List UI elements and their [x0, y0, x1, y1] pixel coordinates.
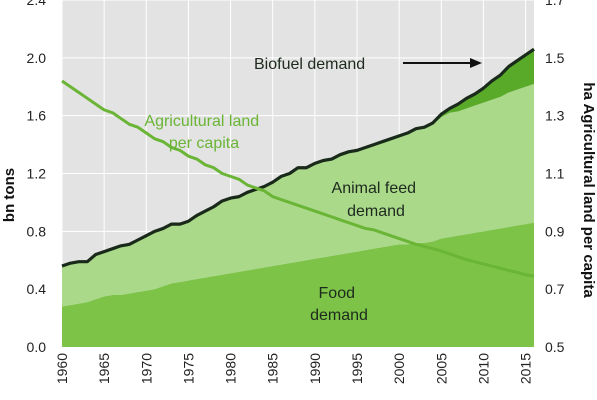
y-right-tick-label: 1.7 [545, 0, 565, 8]
x-tick-label: 1990 [307, 353, 323, 384]
y-left-tick-label: 0.0 [27, 339, 47, 355]
x-tick-label: 2010 [475, 353, 491, 384]
land-per-capita-label: Agricultural land per capita [144, 113, 263, 152]
y-left-tick-label: 2.4 [27, 0, 47, 8]
y-right-tick-label: 1.5 [545, 50, 565, 66]
x-tick-label: 2005 [433, 353, 449, 384]
x-tick-label: 1980 [223, 353, 239, 384]
x-tick-label: 1975 [180, 353, 196, 384]
y-left-tick-label: 0.8 [27, 223, 47, 239]
x-tick-label: 1965 [96, 353, 112, 384]
food-demand-label-line-1: Food [319, 285, 355, 302]
left-axis-title: bn tons [1, 168, 18, 222]
y-right-tick-label: 0.9 [545, 223, 565, 239]
food-demand-label: Food demand [310, 285, 368, 324]
lines [61, 47, 535, 278]
x-tick-label: 1995 [349, 353, 365, 384]
area-animal-feed [62, 83, 534, 307]
animal-feed-label-line-2: demand [347, 203, 405, 220]
land-per-capita-label-line-1: Agricultural land [144, 113, 259, 130]
land-per-capita-label-line-2: per capita [169, 135, 239, 152]
y-right-tick-label: 1.3 [545, 108, 565, 124]
area-food [62, 222, 534, 347]
food-demand-label-line-2: demand [310, 307, 368, 324]
animal-feed-label: Animal feed demand [332, 180, 421, 220]
animal-feed-label-line-1: Animal feed [332, 180, 417, 197]
y-left-tick-label: 0.4 [27, 281, 47, 297]
x-tick-label: 2000 [391, 353, 407, 384]
y-right-tick-label: 1.1 [545, 166, 565, 182]
biofuel-demand-label: Biofuel demand [254, 56, 365, 73]
tick-labels: 0.0 0.4 0.8 1.2 1.6 2.0 2.4 0.5 0.7 0.9 1.1 1.3 1.5 1… [27, 0, 565, 384]
x-tick-label: 2015 [518, 353, 534, 384]
stacked-areas [62, 49, 534, 347]
total-demand-line [61, 47, 535, 268]
y-right-tick-label: 0.7 [545, 281, 565, 297]
x-tick-label: 1960 [54, 353, 70, 384]
y-left-tick-label: 1.6 [27, 108, 47, 124]
land-per-capita-line [61, 79, 535, 278]
y-right-tick-label: 0.5 [545, 339, 565, 355]
x-tick-label: 1985 [265, 353, 281, 384]
x-tick-label: 1970 [138, 353, 154, 384]
y-left-tick-label: 1.2 [27, 166, 47, 182]
y-left-tick-label: 2.0 [27, 50, 47, 66]
biofuel-arrow-icon [403, 58, 482, 68]
right-axis-title: ha Agricultural land per capita [580, 82, 597, 298]
